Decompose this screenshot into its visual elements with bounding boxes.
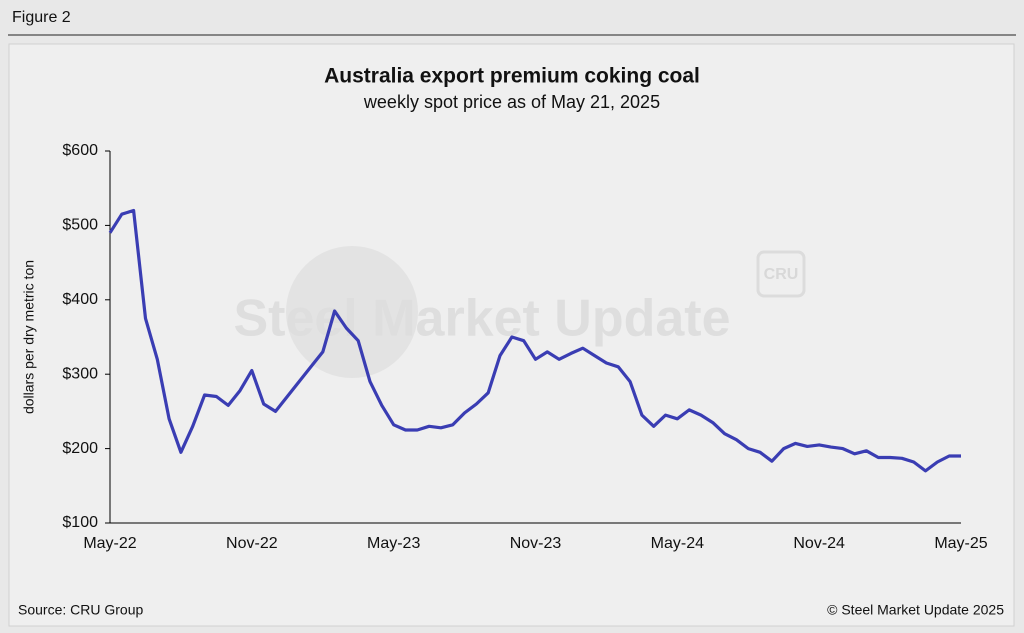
- watermark: Steel Market Update: [233, 290, 730, 348]
- y-tick-label: $100: [62, 514, 98, 531]
- y-axis-label: dollars per dry metric ton: [21, 260, 37, 414]
- copyright: © Steel Market Update 2025: [827, 602, 1004, 618]
- y-tick-label: $400: [62, 291, 98, 308]
- y-tick-label: $200: [62, 440, 98, 457]
- x-tick-label: Nov-24: [793, 535, 845, 552]
- source: Source: CRU Group: [18, 602, 143, 618]
- x-tick-label: Nov-23: [510, 535, 562, 552]
- panel: [8, 43, 1015, 627]
- x-tick-label: May-23: [367, 535, 420, 552]
- y-tick-label: $500: [62, 217, 98, 234]
- x-tick-label: Nov-22: [226, 535, 278, 552]
- x-tick-label: May-24: [651, 535, 704, 552]
- chart-title: Australia export premium coking coal: [324, 65, 700, 88]
- watermark-circle: [286, 246, 418, 378]
- x-tick-label: May-22: [83, 535, 136, 552]
- chart-subtitle: weekly spot price as of May 21, 2025: [363, 92, 660, 112]
- watermark-logo: CRU: [764, 266, 799, 283]
- x-tick-label: May-25: [934, 535, 987, 552]
- price-line: [108, 208, 961, 473]
- figure-label: Figure 2: [12, 9, 71, 26]
- y-tick-label: $300: [62, 365, 98, 382]
- watermark-logo-box: [756, 250, 806, 298]
- y-tick-label: $600: [62, 142, 98, 159]
